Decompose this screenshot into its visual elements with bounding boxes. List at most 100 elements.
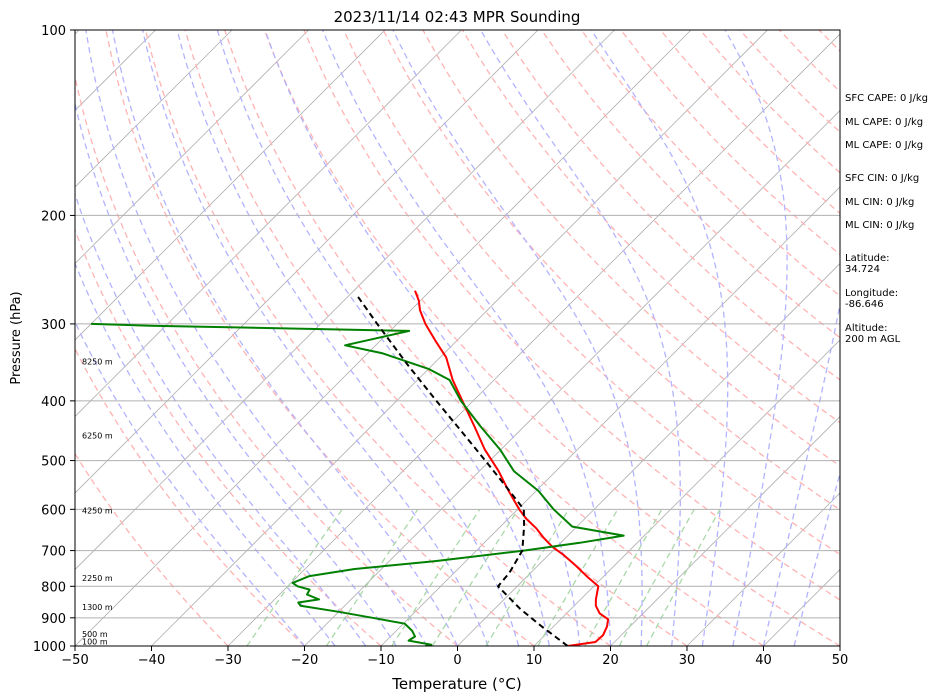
x-tick-label: 50: [832, 653, 849, 668]
dewpoint-profile-line: [91, 322, 625, 646]
x-tick-label: −50: [61, 653, 88, 668]
moist-adiabat-line: [590, 30, 729, 646]
height-label: 1300 m: [82, 603, 113, 612]
isotherm-line: [75, 30, 462, 418]
y-tick-label: 900: [41, 612, 66, 627]
x-tick-label: 10: [526, 653, 543, 668]
isotherm-line: [75, 30, 233, 188]
y-axis-ticks: 100 200 300 400 500 600 700 800 900 1000: [33, 24, 75, 655]
dry-adiabat-line: [422, 30, 840, 467]
latitude-label: Latitude:: [845, 253, 890, 264]
mixing-ratio-line: [618, 508, 695, 646]
y-tick-label: 200: [41, 209, 66, 224]
dry-adiabat-line: [382, 30, 840, 511]
isotherm-line: [75, 30, 539, 494]
ml-cape-text: ML CAPE: 0 J/kg: [845, 117, 924, 128]
y-tick-label: 600: [41, 503, 66, 518]
temperature-profile-line: [414, 290, 610, 646]
moist-adiabat-line: [724, 30, 788, 646]
altitude-label: Altitude:: [845, 323, 888, 334]
dry-adiabat-line: [263, 30, 840, 646]
moist-adiabat-line: [392, 30, 643, 646]
dry-adiabat-line: [75, 452, 229, 646]
dry-adiabat-line: [144, 30, 611, 646]
mixing-ratio-line: [584, 508, 663, 646]
height-label: 4250 m: [82, 507, 113, 516]
ml-cin-text: ML CIN: 0 J/kg: [845, 197, 915, 208]
x-tick-label: −20: [291, 653, 318, 668]
y-tick-label: 100: [41, 24, 66, 39]
isotherm-line: [610, 415, 840, 646]
x-tick-label: −30: [214, 653, 241, 668]
y-tick-label: 700: [41, 545, 66, 560]
sfc-cape-text: SFC CAPE: 0 J/kg: [845, 93, 928, 104]
y-tick-label: 500: [41, 455, 66, 470]
mixing-ratio-line: [246, 508, 343, 646]
sounding-lines: [91, 290, 625, 646]
moist-adiabat-line: [75, 192, 367, 646]
moist-adiabat-line: [321, 30, 612, 646]
y-tick-label: 400: [41, 395, 66, 410]
moist-adiabat-line: [176, 30, 520, 646]
x-tick-label: 30: [679, 653, 696, 668]
isotherm-line: [533, 339, 840, 646]
dry-adiabat-line: [105, 30, 535, 646]
isotherm-line: [75, 30, 309, 265]
moist-adiabat-line: [85, 30, 428, 646]
y-tick-label: 1000: [33, 640, 66, 655]
height-label: 6250 m: [82, 431, 113, 440]
mixing-ratio-line: [391, 508, 481, 646]
x-axis-ticks: −50 −40 −30 −20 −10 0 10 20 30 40 50: [61, 646, 848, 668]
x-tick-label: −40: [138, 653, 165, 668]
plot-frame: [74, 29, 841, 647]
isotherm-line: [686, 492, 840, 646]
dry-adiabat-line: [343, 30, 840, 556]
isotherm-line: [304, 109, 840, 646]
dry-adiabat-line: [580, 30, 840, 297]
ml-cape-text-2: ML CAPE: 0 J/kg: [845, 140, 924, 151]
moist-adiabat-line: [111, 30, 459, 646]
chart-title: 2023/11/14 02:43 MPR Sounding: [334, 8, 581, 26]
background-lines: [0, 30, 840, 646]
sfc-cin-text: SFC CIN: 0 J/kg: [845, 173, 920, 184]
mixing-ratio-line: [485, 508, 570, 646]
moist-adiabat-line: [216, 30, 550, 646]
longitude-label: Longitude:: [845, 288, 899, 299]
isotherm-line: [75, 30, 692, 646]
x-tick-label: 0: [453, 653, 461, 668]
dry-adiabat-line: [303, 30, 840, 601]
moist-adiabat-line: [480, 30, 681, 646]
parcel-profile-line: [356, 295, 569, 646]
mixing-ratio-line: [646, 508, 721, 646]
y-tick-label: 300: [41, 318, 66, 333]
x-tick-label: −10: [367, 653, 394, 668]
x-tick-label: 40: [755, 653, 772, 668]
y-axis-label: Pressure (hPa): [9, 291, 24, 384]
height-label: 2250 m: [82, 574, 113, 583]
moist-adiabat-line: [793, 471, 840, 646]
isotherm-line: [380, 186, 840, 646]
longitude-value: -86.646: [845, 299, 884, 310]
mixing-ratio-line: [325, 508, 419, 646]
dry-adiabat-line: [184, 30, 688, 646]
height-label: 500 m: [82, 630, 108, 639]
ml-cin-text-2: ML CIN: 0 J/kg: [845, 220, 915, 231]
y-tick-label: 800: [41, 580, 66, 595]
isotherm-line: [75, 30, 615, 571]
height-label: 100 m: [82, 637, 108, 646]
isotherm-line: [227, 33, 840, 646]
altitude-value: 200 m AGL: [845, 334, 901, 345]
x-tick-label: 20: [602, 653, 619, 668]
moist-adiabat-line: [75, 100, 397, 646]
moist-adiabat-line: [264, 30, 581, 646]
dry-adiabat-line: [75, 347, 305, 646]
dry-adiabat-line: [75, 74, 458, 646]
height-label: 8250 m: [82, 357, 113, 366]
x-axis-label: Temperature (°C): [391, 675, 521, 693]
latitude-value: 34.724: [845, 264, 880, 275]
mixing-ratio-line: [537, 508, 619, 646]
isotherm-line: [151, 30, 768, 646]
isotherm-line: [0, 30, 3, 646]
